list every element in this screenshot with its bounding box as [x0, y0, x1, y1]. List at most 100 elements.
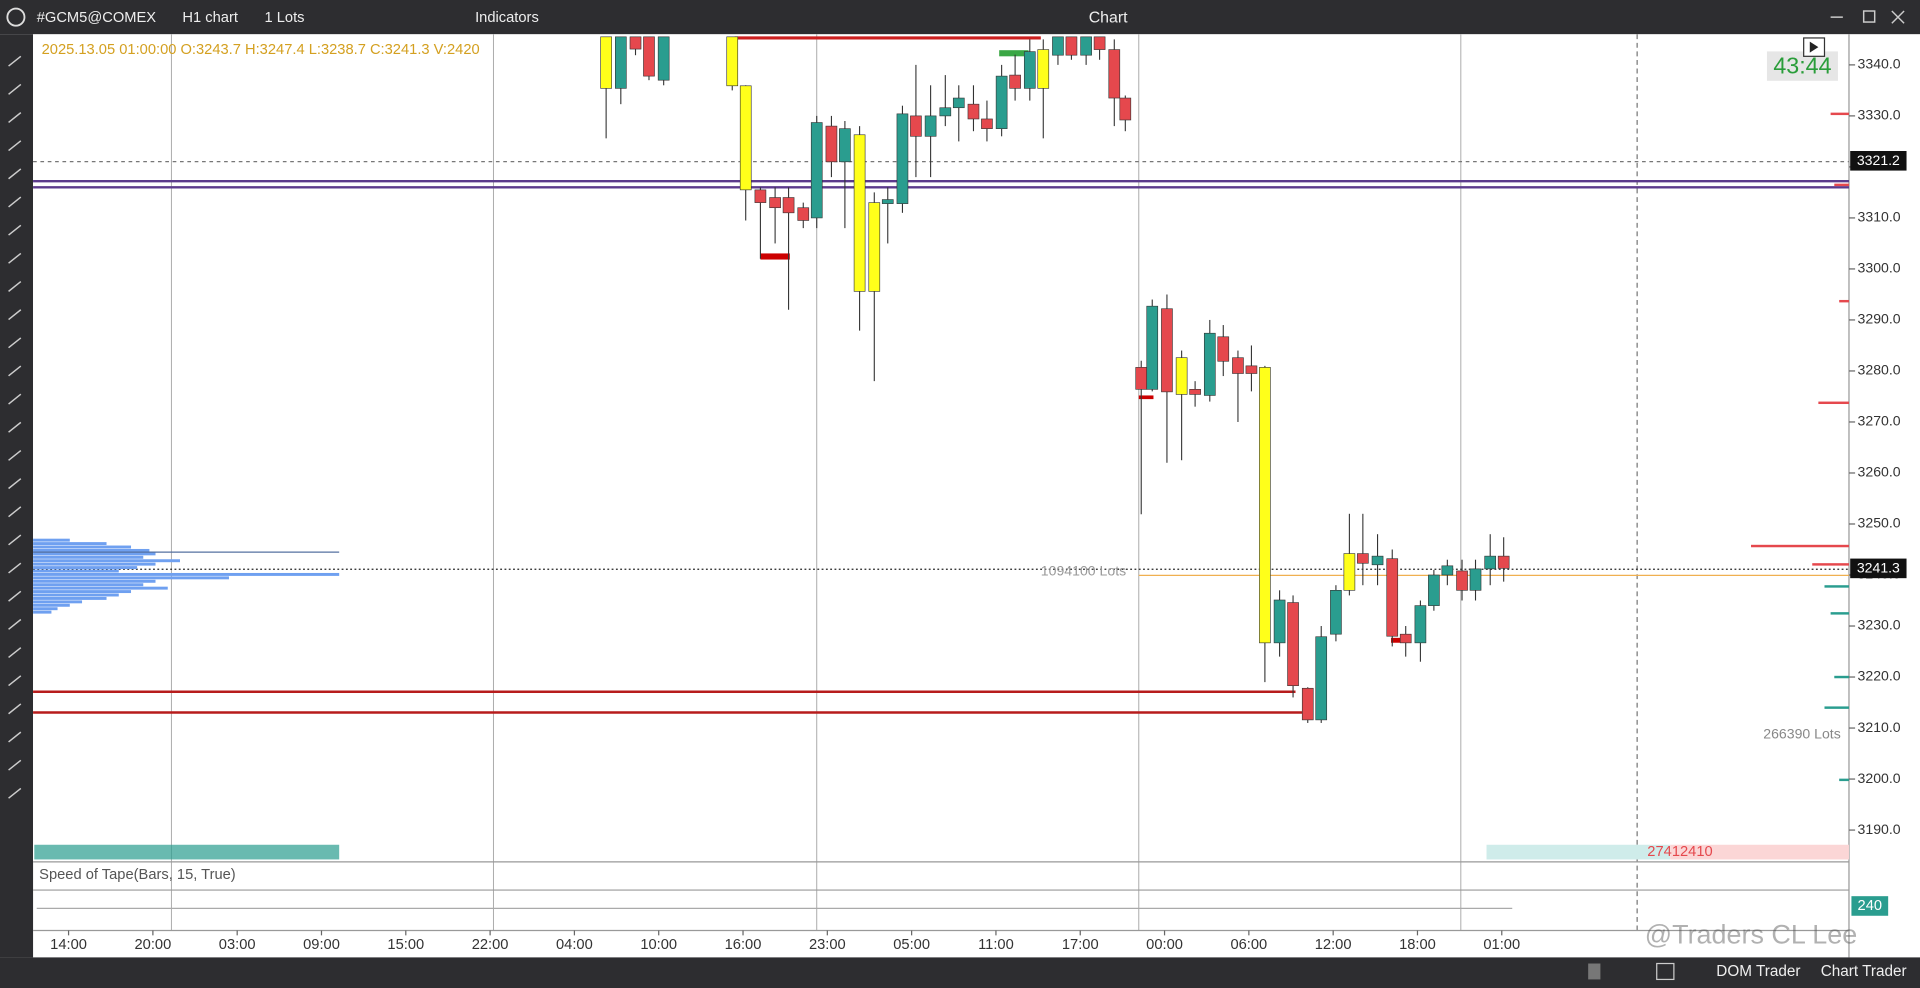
- symbol[interactable]: #GCM5@COMEX: [37, 10, 157, 26]
- tool-icon[interactable]: [8, 478, 22, 490]
- candle-body: [1161, 308, 1173, 393]
- tool-icon[interactable]: [8, 140, 22, 152]
- tool-icon[interactable]: [8, 562, 22, 574]
- tool-icon[interactable]: [8, 55, 22, 67]
- play-icon: [1809, 41, 1819, 53]
- dom-trader[interactable]: DOM Trader: [1716, 963, 1800, 980]
- y-tick-label: 3210.0: [1858, 719, 1901, 735]
- profile-bar: [1818, 401, 1849, 405]
- poc-mark: [760, 253, 790, 260]
- tool-icon[interactable]: [8, 449, 22, 461]
- poc-mark: [1138, 395, 1154, 400]
- window-controls[interactable]: [1830, 10, 1905, 24]
- profile-bar: [1751, 544, 1849, 548]
- timeframe[interactable]: H1 chart: [182, 10, 238, 26]
- y-tick-label: 3270.0: [1858, 413, 1901, 429]
- profile-bar: [33, 538, 70, 542]
- tool-icon[interactable]: [8, 731, 22, 743]
- profile-bar: [33, 603, 70, 607]
- volume-bar-sell: [1670, 844, 1849, 860]
- x-tick-label: 23:00: [809, 937, 846, 953]
- volume-label: 1094100 Lots: [1041, 562, 1126, 578]
- candle-body: [1259, 367, 1271, 644]
- tool-icon[interactable]: [8, 534, 22, 546]
- lots[interactable]: 1 Lots: [264, 10, 304, 26]
- right-profile: [1751, 112, 1849, 782]
- tool-icon[interactable]: [8, 647, 22, 659]
- total-volume: 27412410: [1647, 844, 1712, 860]
- indicators[interactable]: Indicators: [475, 10, 539, 26]
- candle-body: [782, 197, 795, 214]
- x-tick-label: 04:00: [556, 937, 593, 953]
- tool-icon[interactable]: [8, 309, 22, 321]
- tool-icon[interactable]: [8, 281, 22, 292]
- tool-icon[interactable]: [8, 506, 22, 518]
- profile-bar: [33, 555, 144, 559]
- tool-icon[interactable]: [8, 168, 22, 180]
- candle-body: [1343, 553, 1356, 591]
- scrollbar-thumb[interactable]: [1588, 963, 1601, 980]
- candle-body: [643, 36, 655, 77]
- candle-body: [1399, 633, 1412, 644]
- tool-icon[interactable]: [8, 393, 22, 405]
- tool-icon[interactable]: [8, 590, 22, 602]
- y-tick-label: 3190.0: [1858, 821, 1901, 837]
- profile-bar: [1824, 706, 1849, 709]
- tool-icon[interactable]: [8, 112, 22, 124]
- profile-bar: [33, 586, 168, 590]
- profile-bar: [1824, 585, 1849, 588]
- tool-icons[interactable]: [8, 55, 22, 799]
- price-tag-label: 3321.2: [1857, 152, 1900, 168]
- tool-icon[interactable]: [8, 787, 22, 799]
- tool-icon[interactable]: [8, 759, 22, 771]
- volume-profile: [33, 538, 340, 614]
- candle-body: [1023, 51, 1036, 89]
- profile-bar: [33, 562, 156, 566]
- chart-trader[interactable]: Chart Trader: [1821, 963, 1907, 980]
- profile-bar: [33, 559, 181, 563]
- tool-icon[interactable]: [8, 337, 22, 349]
- profile-bar: [33, 607, 58, 611]
- candle-body: [868, 202, 881, 292]
- tool-icon[interactable]: [8, 618, 22, 630]
- profile-bar: [33, 579, 156, 583]
- calendar-icon[interactable]: [1656, 962, 1675, 981]
- tool-icon[interactable]: [8, 196, 22, 208]
- x-tick-label: 18:00: [1399, 937, 1436, 953]
- candle-body: [839, 128, 851, 163]
- candle-body: [769, 197, 781, 209]
- candle-body: [1108, 49, 1121, 99]
- candle-body: [1093, 36, 1106, 50]
- candle-body: [1414, 605, 1427, 644]
- x-tick-label: 11:00: [978, 937, 1014, 953]
- tool-icon[interactable]: [8, 421, 22, 433]
- candle-body: [981, 118, 993, 129]
- profile-bar: [33, 545, 132, 549]
- profile-bar: [33, 593, 119, 597]
- indicator-strip: [34, 844, 340, 860]
- tool-icon[interactable]: [8, 675, 22, 687]
- candle-body: [657, 36, 670, 81]
- price-tag-label: 3241.3: [1857, 560, 1900, 576]
- x-tick-label: 05:00: [893, 937, 930, 953]
- profile-bar: [33, 566, 138, 570]
- profile-bar: [33, 590, 132, 594]
- y-tick-label: 3200.0: [1858, 770, 1901, 786]
- candles: [600, 36, 1510, 723]
- y-tick-label: 3260.0: [1858, 464, 1901, 480]
- candle-body: [1065, 36, 1078, 56]
- tool-icon[interactable]: [8, 83, 22, 95]
- y-tick-label: 3310.0: [1858, 209, 1901, 225]
- tool-icon[interactable]: [8, 224, 22, 236]
- candle-body: [1484, 555, 1497, 570]
- y-tick-label: 3280.0: [1858, 362, 1901, 378]
- y-tick-label: 3290.0: [1858, 311, 1901, 327]
- tool-icon[interactable]: [8, 365, 22, 377]
- y-tick-label: 3340.0: [1858, 56, 1901, 72]
- profile-bar: [33, 576, 229, 580]
- candle-body: [615, 36, 627, 89]
- tool-icon[interactable]: [8, 703, 22, 715]
- tool-icon[interactable]: [8, 252, 22, 264]
- drawing-toolbar: [0, 34, 34, 958]
